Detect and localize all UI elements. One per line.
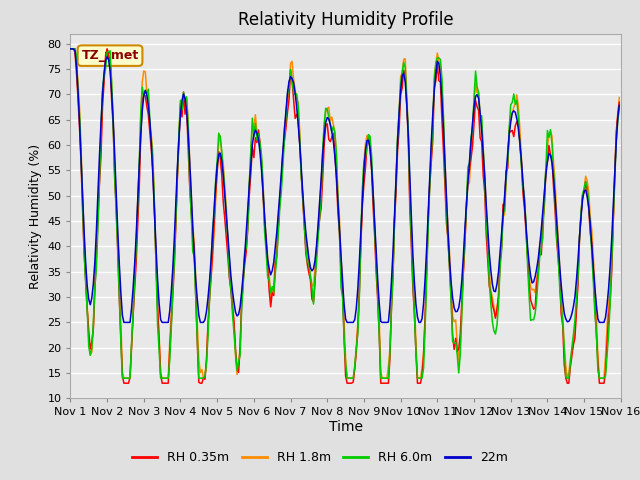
Text: TZ_tmet: TZ_tmet xyxy=(81,49,139,62)
X-axis label: Time: Time xyxy=(328,420,363,434)
Title: Relativity Humidity Profile: Relativity Humidity Profile xyxy=(238,11,453,29)
Legend: RH 0.35m, RH 1.8m, RH 6.0m, 22m: RH 0.35m, RH 1.8m, RH 6.0m, 22m xyxy=(127,446,513,469)
Y-axis label: Relativity Humidity (%): Relativity Humidity (%) xyxy=(29,144,42,288)
